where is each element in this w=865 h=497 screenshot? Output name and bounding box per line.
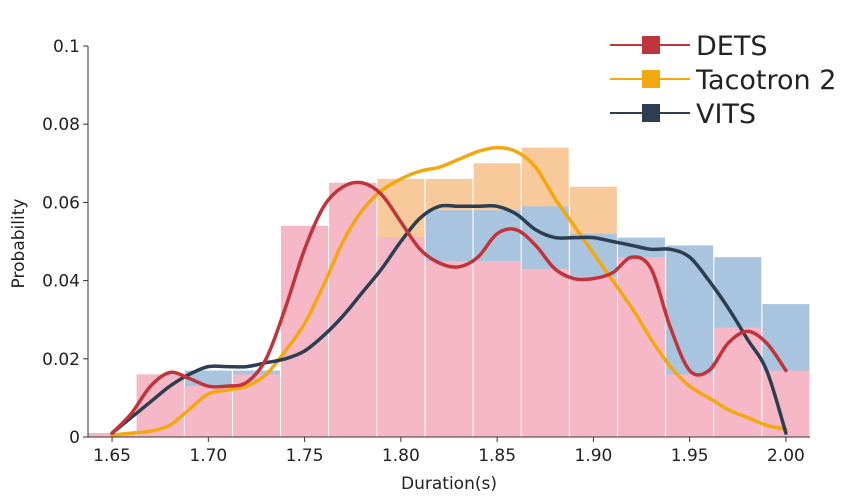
bar-dets-6	[377, 237, 425, 437]
x-axis-title: Duration(s)	[401, 474, 497, 494]
y-tick-label: 0.02	[42, 350, 80, 370]
x-tick-label: 1.90	[574, 446, 612, 466]
density-curves	[110, 145, 788, 437]
bar-dets-4	[281, 225, 329, 437]
bar-dets-8	[473, 261, 521, 437]
y-tick-label: 0	[69, 428, 80, 448]
legend-marker-tacotron-2	[642, 70, 660, 88]
bar-dets-5	[329, 182, 377, 437]
legend-label-dets: DETS	[696, 31, 767, 62]
legend-label-vits: VITS	[696, 99, 756, 130]
y-tick-label: 0.04	[42, 272, 80, 292]
y-tick-label: 0.08	[42, 115, 80, 135]
y-tick-label: 0.1	[53, 37, 80, 57]
y-axis-title: Probability	[9, 199, 29, 289]
legend-marker-vits	[642, 104, 660, 122]
x-tick-label: 1.85	[478, 446, 516, 466]
axes: 0 0.02 0.04 0.06 0.08 0.1 1.65 1.70 1.75 1.80 1.85…	[9, 37, 810, 494]
bar-dets-10	[569, 276, 617, 437]
bar-dets-12	[666, 374, 714, 437]
x-tick-label: 1.70	[189, 446, 227, 466]
bar-dets-7	[425, 261, 473, 437]
legend-marker-dets	[642, 36, 660, 54]
curve-dets	[110, 180, 788, 435]
x-tick-label: 1.75	[286, 446, 324, 466]
curve-tacotron-2	[110, 145, 788, 437]
legend-label-tacotron-2: Tacotron 2	[695, 65, 836, 96]
y-tick-label: 0.06	[42, 193, 80, 213]
x-tick-label: 1.80	[382, 446, 420, 466]
bar-dets-9	[521, 268, 569, 437]
x-tick-label: 1.65	[93, 446, 131, 466]
curve-vits	[110, 203, 788, 435]
x-tick-label: 1.95	[671, 446, 709, 466]
x-tick-label: 2.00	[767, 446, 805, 466]
